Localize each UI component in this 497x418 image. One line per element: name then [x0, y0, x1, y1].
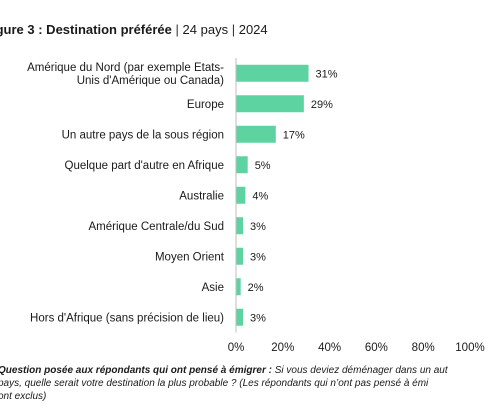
- value-label-3: 5%: [255, 160, 271, 172]
- value-label-2: 17%: [283, 129, 305, 141]
- value-label-7: 2%: [248, 282, 264, 294]
- value-label-1: 29%: [311, 99, 333, 111]
- bar-8: [236, 308, 244, 326]
- bar-4: [236, 186, 246, 204]
- chart-title: igure 3 : Destination préférée | 24 pays…: [0, 22, 268, 37]
- bar-3: [236, 156, 248, 174]
- category-label-8: Hors d'Afrique (sans précision de lieu): [30, 312, 224, 324]
- footnote-question-text: Si vous deviez déménager dans un aut: [271, 365, 448, 376]
- x-tick-label-2: 40%: [318, 342, 341, 354]
- category-label-7: Asie: [202, 282, 224, 294]
- title-countries: 24 pays: [182, 22, 229, 37]
- x-tick-label-0: 0%: [228, 342, 245, 354]
- bar-5: [236, 217, 244, 235]
- x-tick-label-4: 80%: [412, 342, 435, 354]
- title-year: 2024: [238, 22, 268, 37]
- bar-7: [236, 278, 241, 296]
- x-tick-label-3: 60%: [365, 342, 388, 354]
- bar-chart: 31%Amérique du Nord (par exemple Etats-U…: [27, 58, 485, 354]
- x-tick-label-5: 100%: [455, 342, 484, 354]
- value-label-6: 3%: [250, 251, 266, 263]
- category-label-0-line-0: Amérique du Nord (par exemple Etats-: [27, 62, 224, 74]
- value-label-5: 3%: [250, 221, 266, 233]
- category-label-4: Australie: [179, 190, 224, 202]
- value-label-0: 31%: [316, 68, 338, 80]
- footnote: Question posée aux répondants qui ont pe…: [0, 364, 497, 403]
- title-separator: |: [175, 22, 179, 37]
- category-label-2: Un autre pays de la sous région: [62, 129, 224, 141]
- category-label-3: Quelque part d'autre en Afrique: [65, 160, 224, 172]
- footnote-question: Question posée aux répondants qui ont pe…: [0, 365, 272, 376]
- bar-6: [236, 247, 244, 265]
- category-label-1: Europe: [187, 99, 224, 111]
- bar-0: [236, 64, 309, 82]
- x-tick-label-1: 20%: [271, 342, 294, 354]
- category-label-0-line-1: Unis d'Amérique ou Canada): [77, 75, 224, 87]
- footnote-line-2: pays, quelle serait votre destination la…: [0, 378, 429, 389]
- value-label-8: 3%: [250, 312, 266, 324]
- bar-2: [236, 125, 276, 143]
- title-separator-2: |: [231, 22, 236, 37]
- bar-1: [236, 95, 304, 113]
- category-label-6: Moyen Orient: [155, 251, 225, 263]
- category-label-5: Amérique Centrale/du Sud: [88, 221, 224, 233]
- title-main: igure 3 : Destination préférée: [0, 22, 172, 37]
- footnote-line-3: ont exclus): [0, 391, 47, 402]
- value-label-4: 4%: [252, 190, 268, 202]
